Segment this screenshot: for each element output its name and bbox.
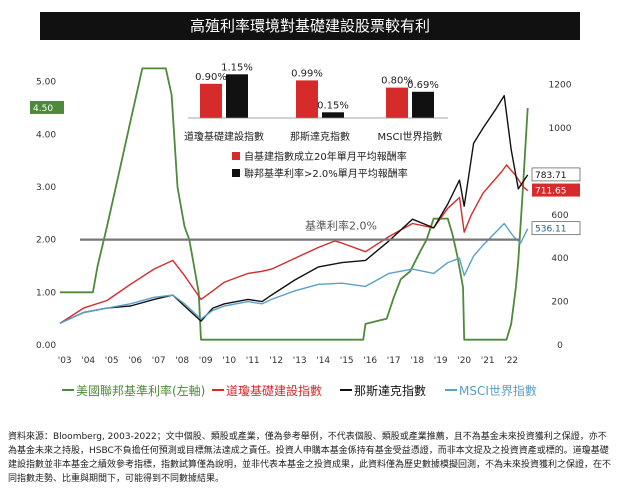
- y-left-tick-label: 3.00: [36, 183, 56, 193]
- y-left-tick-label: 4.00: [36, 130, 56, 140]
- legend-label: 道瓊基礎建設指數: [226, 383, 322, 398]
- x-tick-label: '05: [105, 356, 119, 366]
- x-tick-label: '18: [410, 356, 424, 366]
- inset-bar: [200, 83, 222, 118]
- line-chart: 0.001.002.003.004.005.00 020040060080010…: [30, 62, 581, 398]
- end-label-nasdaq-bg: [531, 167, 581, 182]
- end-label-infra-bg: [532, 183, 580, 197]
- inset-legend-label: 自基建指數成立20年單月平均報酬率: [244, 150, 407, 163]
- x-tick-label: '11: [246, 356, 260, 366]
- inset-bar-value: 0.80%: [381, 76, 413, 87]
- series-line-3: [59, 222, 529, 324]
- x-tick-label: '08: [175, 356, 189, 366]
- inset-bar: [226, 74, 248, 118]
- x-tick-label: '06: [128, 356, 142, 366]
- inset-bar-value: 0.15%: [317, 100, 349, 111]
- y-left-tick-label: 5.00: [36, 78, 56, 88]
- series-line-1: [59, 164, 529, 324]
- x-axis: '03 '04 '05 '06 '07 '08 '09 '10 '11 '12 '13 '14 '15 '…: [58, 356, 518, 366]
- y-axis-right: 020040060080010001200: [549, 81, 572, 351]
- x-tick-label: '15: [340, 356, 354, 366]
- inset-bar: [412, 91, 434, 118]
- end-label-msci-bg: [531, 221, 581, 236]
- y-axis-left: 0.00 1.00 2.00 3.00 4.00 5.00: [36, 78, 56, 351]
- end-label-msci: 536.11: [535, 225, 567, 235]
- inset-bar-value: 1.15%: [221, 62, 253, 73]
- inset-legend-swatch: [232, 152, 240, 160]
- legend-label: MSCI世界指數: [459, 383, 537, 398]
- legend: 美國聯邦基準利率(左軸) 道瓊基礎建設指數 那斯達克指數 MSCI世界指數: [62, 383, 537, 398]
- x-tick-label: '04: [81, 356, 95, 366]
- y-right-tick-label: 1200: [549, 81, 572, 91]
- x-tick-label: '09: [199, 356, 213, 366]
- inset-bar-chart: 0.90%1.15% 道瓊基礎建設指數 0.99% 0.15% 那斯達克指數 0.80%0…: [184, 62, 448, 180]
- y-left-tick-label: 2.00: [36, 236, 56, 246]
- inset-bar: [296, 80, 318, 118]
- x-tick-label: '03: [58, 356, 72, 366]
- end-label-rate: 4.50: [33, 104, 53, 114]
- end-labels: 4.50 783.71 711.65 536.11: [30, 100, 581, 236]
- x-tick-label: '12: [269, 356, 283, 366]
- y-left-tick-label: 0.00: [36, 341, 56, 351]
- y-right-tick-label: 400: [551, 254, 568, 264]
- legend-label: 美國聯邦基準利率(左軸): [76, 383, 205, 398]
- inset-group-label: 道瓊基礎建設指數: [184, 130, 264, 143]
- y-right-tick-label: 0: [557, 341, 563, 351]
- series-lines: [59, 67, 529, 341]
- x-tick-label: '14: [316, 356, 330, 366]
- x-tick-label: '07: [152, 356, 166, 366]
- x-tick-label: '20: [457, 356, 471, 366]
- end-label-nasdaq: 783.71: [535, 171, 567, 181]
- x-tick-label: '22: [504, 356, 518, 366]
- inset-group-label: 那斯達克指數: [290, 130, 350, 143]
- chart-title: 高殖利率環境對基礎建設股票較有利: [40, 12, 580, 40]
- series-line-2: [59, 94, 529, 324]
- y-right-tick-label: 200: [551, 298, 568, 308]
- inset-legend-swatch: [232, 169, 240, 177]
- inset-group-label: MSCI世界指數: [378, 130, 443, 143]
- x-tick-label: '21: [481, 356, 495, 366]
- y-right-tick-label: 1000: [549, 124, 572, 134]
- x-tick-label: '13: [293, 356, 307, 366]
- end-label-rate-bg: [30, 100, 64, 114]
- x-tick-label: '17: [387, 356, 401, 366]
- footnote: 資料來源：Bloomberg, 2003-2022；文中個股、類股或產業，僅為參…: [8, 432, 612, 484]
- inset-bar-value: 0.99%: [291, 68, 323, 79]
- x-tick-label: '16: [363, 356, 377, 366]
- y-left-tick-label: 1.00: [36, 288, 56, 298]
- y-right-tick-label: 600: [551, 211, 568, 221]
- x-tick-label: '19: [434, 356, 448, 366]
- inset-bar-value: 0.69%: [407, 80, 439, 91]
- series-line-0: [60, 67, 529, 341]
- inset-bar-value: 0.90%: [195, 72, 227, 83]
- inset-bar: [386, 87, 408, 118]
- inset-bar: [322, 112, 344, 118]
- inset-legend-label: 聯邦基準利率>2.0%單月平均報酬率: [244, 167, 408, 180]
- x-tick-label: '10: [222, 356, 236, 366]
- legend-label: 那斯達克指數: [354, 383, 426, 398]
- baseline-group: 基準利率2.0%: [80, 219, 520, 241]
- baseline-label: 基準利率2.0%: [305, 219, 377, 233]
- end-label-infra: 711.65: [535, 187, 567, 197]
